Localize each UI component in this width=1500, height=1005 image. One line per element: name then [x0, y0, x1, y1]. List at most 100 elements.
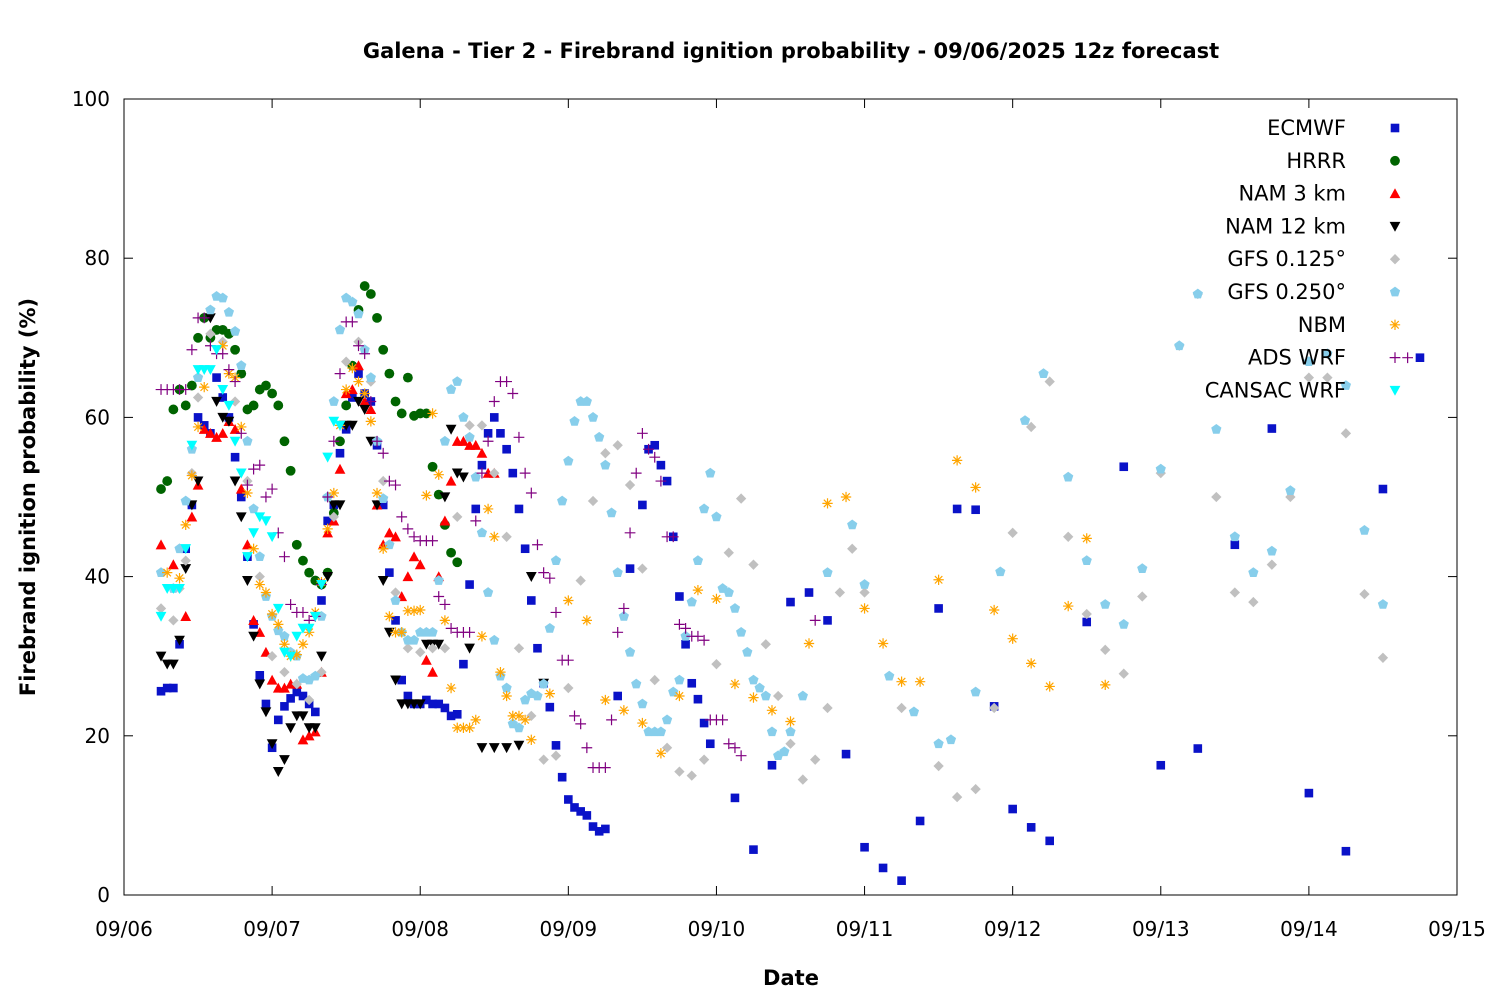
data-point — [317, 596, 326, 605]
data-point — [655, 748, 667, 759]
data-point — [347, 296, 358, 307]
data-point — [427, 666, 438, 677]
data-point — [316, 651, 327, 662]
data-point — [533, 643, 542, 653]
data-point — [186, 470, 198, 481]
data-point — [519, 714, 531, 726]
data-point — [1156, 760, 1166, 770]
data-point — [508, 468, 518, 478]
data-point — [205, 313, 216, 324]
data-point — [378, 543, 389, 554]
x-tick-label: 09/12 — [984, 917, 1042, 941]
data-point — [218, 393, 228, 402]
data-point — [390, 479, 401, 491]
data-point — [377, 576, 389, 586]
data-point — [496, 429, 505, 438]
data-point — [668, 686, 679, 697]
data-point — [538, 754, 549, 765]
data-point — [383, 627, 395, 638]
data-point — [180, 544, 192, 555]
data-point — [501, 743, 512, 754]
data-point — [242, 576, 253, 586]
data-point — [254, 571, 265, 582]
data-point — [600, 459, 611, 470]
data-point — [698, 503, 710, 514]
data-point — [729, 742, 741, 754]
data-point — [433, 639, 445, 650]
data-point — [477, 460, 487, 470]
data-point — [377, 447, 389, 459]
data-point — [526, 734, 537, 745]
data-point — [735, 493, 747, 504]
data-point — [772, 690, 784, 702]
data-point — [236, 360, 247, 371]
data-point — [260, 587, 272, 598]
data-point — [248, 463, 259, 475]
data-point — [1044, 681, 1055, 692]
data-point — [1137, 563, 1148, 573]
data-point — [514, 504, 524, 514]
data-point — [396, 627, 407, 638]
data-point — [470, 515, 482, 527]
data-point — [452, 710, 462, 719]
data-point — [742, 646, 753, 657]
data-point — [217, 348, 229, 360]
data-point — [563, 595, 574, 606]
data-point — [180, 519, 191, 531]
data-point — [235, 468, 247, 479]
data-point — [656, 460, 666, 470]
data-point — [662, 476, 672, 486]
data-point — [316, 579, 327, 590]
data-point — [273, 625, 284, 636]
legend-marker — [1390, 123, 1400, 133]
data-point — [427, 643, 438, 654]
data-point — [600, 694, 611, 706]
data-point — [995, 566, 1006, 577]
data-point — [291, 539, 302, 550]
data-point — [297, 639, 309, 650]
data-point — [421, 654, 432, 665]
legend-marker — [1389, 352, 1401, 363]
data-point — [334, 324, 346, 335]
data-point — [1081, 608, 1092, 620]
plot-frame — [123, 98, 1458, 896]
legend-label: ECMWF — [1267, 116, 1346, 140]
data-point — [557, 495, 568, 506]
data-point — [661, 714, 673, 725]
data-point — [402, 571, 414, 582]
data-point — [359, 348, 371, 360]
data-point — [297, 711, 309, 722]
data-point — [266, 651, 278, 662]
data-point — [439, 515, 451, 526]
data-point — [155, 603, 167, 614]
data-point — [1100, 599, 1111, 609]
plot-marks — [155, 281, 1425, 885]
data-point — [1038, 368, 1049, 378]
data-point — [273, 619, 284, 630]
data-point — [434, 699, 444, 709]
data-point — [254, 579, 265, 590]
data-point — [501, 682, 512, 693]
data-point — [378, 475, 389, 487]
data-point — [587, 495, 599, 507]
data-point — [446, 547, 456, 558]
data-point — [840, 491, 852, 503]
data-point — [767, 760, 777, 770]
data-point — [260, 646, 272, 657]
data-point — [570, 803, 579, 812]
data-point — [162, 476, 173, 486]
data-point — [445, 475, 457, 486]
data-point — [1266, 559, 1278, 570]
data-point — [507, 388, 519, 399]
data-point — [823, 616, 832, 625]
data-point — [186, 511, 198, 522]
data-point — [834, 587, 846, 598]
data-point — [297, 734, 309, 745]
data-point — [786, 597, 795, 607]
data-point — [655, 726, 667, 737]
data-point — [681, 639, 690, 649]
data-point — [749, 845, 758, 854]
data-point — [643, 443, 654, 455]
data-point — [1019, 415, 1031, 425]
data-point — [674, 766, 685, 777]
